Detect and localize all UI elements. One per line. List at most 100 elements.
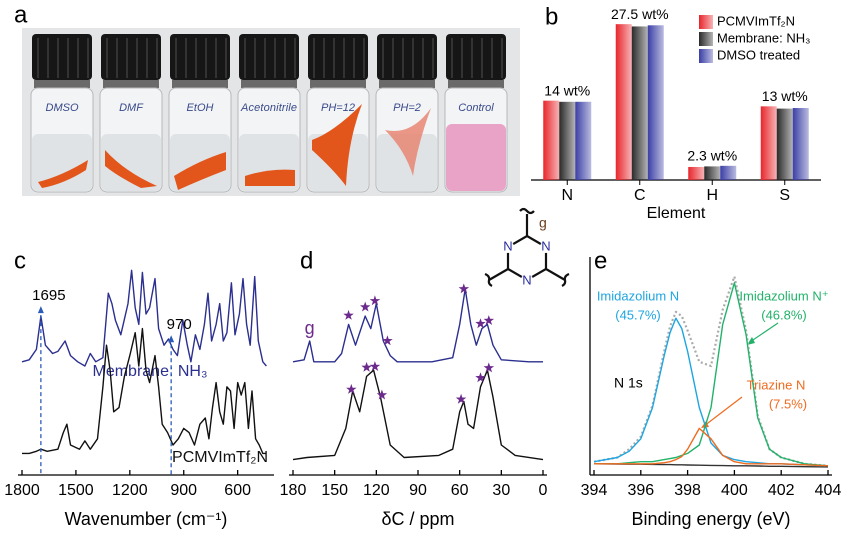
film (38, 160, 88, 188)
annotation: g (305, 318, 315, 338)
bar (776, 108, 793, 180)
x-axis-title: Wavenumber (cm⁻¹) (65, 509, 228, 529)
arrow (703, 396, 743, 427)
structure-label: g (539, 215, 547, 231)
bond (545, 268, 566, 281)
vial-cap (377, 34, 437, 80)
vial-cap (170, 34, 230, 80)
data-label: 14 wt% (544, 82, 590, 98)
vial-label: Control (458, 102, 494, 114)
panel-letter: d (300, 247, 313, 274)
peak-star (361, 361, 372, 372)
squiggle (519, 207, 535, 215)
x-tick-label: 1800 (4, 482, 40, 499)
vial-label: DMSO (46, 102, 79, 114)
annotation: N 1s (614, 375, 643, 391)
film (312, 104, 362, 186)
triazine-structure (484, 207, 570, 287)
film (105, 150, 157, 188)
x-tick-label: 396 (627, 482, 654, 499)
peak-star (369, 361, 381, 371)
peak-star (475, 372, 486, 383)
peak-star (382, 335, 393, 346)
bar (647, 25, 664, 180)
bar (792, 108, 809, 180)
bond (488, 268, 509, 281)
legend-swatch (699, 49, 713, 63)
data-label: 13 wt% (762, 88, 808, 104)
vial-liquid (101, 134, 161, 191)
legend-swatch (699, 15, 713, 29)
x-tick-label: 150 (321, 482, 348, 499)
x-tick-label: 120 (363, 482, 390, 499)
x-axis-title: Element (647, 205, 706, 222)
series-detail: (46.8%) (761, 307, 807, 322)
bar (543, 100, 560, 180)
atom-bg (540, 241, 552, 253)
x-tick-label: 404 (815, 482, 842, 499)
spectrum-line (594, 282, 829, 467)
marker-label: 1695 (32, 287, 65, 304)
x-tick-label: H (706, 187, 718, 204)
bar (575, 101, 592, 180)
film (174, 152, 226, 190)
series-detail: (45.7%) (615, 307, 661, 322)
arrow-head (747, 337, 755, 345)
panel-letter: e (594, 247, 607, 274)
atom: N (541, 238, 550, 253)
x-tick-label: 180 (280, 482, 307, 499)
x-tick-label: 600 (224, 482, 251, 499)
vial-cap (308, 34, 368, 80)
x-axis-title: δC / ppm (381, 509, 454, 529)
bar (631, 26, 648, 180)
vial-neck (241, 80, 297, 88)
bar (760, 106, 777, 180)
vial-liquid (32, 134, 92, 191)
x-tick-label: 1500 (58, 482, 94, 499)
panel-letter: c (14, 247, 26, 274)
arrow (749, 322, 779, 343)
series-detail: (7.5%) (769, 396, 807, 411)
peak-star (458, 283, 470, 294)
atom-bg (521, 274, 533, 286)
panel-letter: b (545, 3, 558, 30)
x-tick-label: 60 (451, 482, 469, 499)
peak-star (343, 309, 354, 320)
series-label: PCMVImTf₂N (172, 449, 268, 466)
vial: Control (444, 34, 508, 193)
bar (615, 24, 632, 180)
spectrum-line (292, 369, 544, 461)
legend-label: DMSO treated (717, 47, 800, 62)
legend-label: Membrane: NH₃ (717, 30, 810, 45)
vial: EtOH (168, 34, 232, 193)
peak-star (360, 301, 371, 312)
vial-neck (448, 80, 504, 88)
x-tick-label: 90 (409, 482, 427, 499)
peak-star (346, 383, 357, 394)
bar (688, 166, 705, 180)
peak-star (475, 318, 486, 329)
legend-swatch (699, 32, 713, 46)
x-tick-label: 900 (170, 482, 197, 499)
x-tick-label: 0 (539, 482, 548, 499)
vial-cap (32, 34, 92, 80)
vial-label: EtOH (187, 102, 214, 114)
x-tick-label: C (634, 187, 646, 204)
bar (559, 101, 576, 180)
peak-star (455, 393, 467, 404)
vial-label: PH=12 (321, 102, 355, 114)
peak-star (369, 295, 381, 306)
film (245, 169, 295, 186)
spectrum-line (22, 327, 267, 455)
series-label: Imidazolium N (597, 288, 679, 303)
series-label: Triazine N (747, 377, 806, 392)
squiggle (561, 272, 570, 287)
vial-label: Acetonitrile (240, 102, 297, 114)
vial: PH=12 (306, 34, 370, 193)
series-label: Imidazolium N⁺ (739, 288, 828, 303)
vial-liquid (446, 124, 506, 191)
vial-neck (310, 80, 366, 88)
x-tick-label: 30 (492, 482, 510, 499)
spectrum-line (292, 288, 543, 363)
